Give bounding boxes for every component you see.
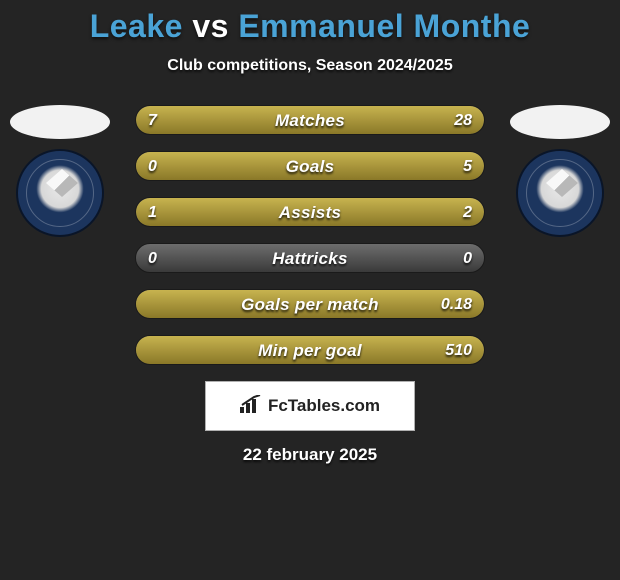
page-title: Leake vs Emmanuel Monthe — [0, 0, 620, 45]
footer-brand-text: FcTables.com — [268, 396, 380, 416]
stat-label: Hattricks — [136, 244, 484, 273]
player1-name: Leake — [90, 8, 183, 44]
stats-bars: 728Matches 05Goals 12Assists 00Hattricks 0.1… — [135, 105, 485, 365]
stat-row: 12Assists — [135, 197, 485, 227]
stat-row: 0.18Goals per match — [135, 289, 485, 319]
footer-logo[interactable]: FcTables.com — [205, 381, 415, 431]
subtitle: Club competitions, Season 2024/2025 — [0, 57, 620, 75]
stat-row: 00Hattricks — [135, 243, 485, 273]
stat-row: 510Min per goal — [135, 335, 485, 365]
stat-row: 728Matches — [135, 105, 485, 135]
main: 728Matches 05Goals 12Assists 00Hattricks 0.1… — [0, 105, 620, 365]
stat-row: 05Goals — [135, 151, 485, 181]
stat-label: Goals per match — [136, 290, 484, 319]
player2-club-badge — [516, 149, 604, 237]
stat-label: Min per goal — [136, 336, 484, 365]
comparison-card: Leake vs Emmanuel Monthe Club competitio… — [0, 0, 620, 580]
chart-icon — [240, 395, 262, 418]
stat-label: Assists — [136, 198, 484, 227]
player1-avatar-placeholder — [10, 105, 110, 139]
player2-avatar-placeholder — [510, 105, 610, 139]
player1-column — [10, 105, 110, 237]
player2-name: Emmanuel Monthe — [238, 8, 530, 44]
title-vs: vs — [192, 8, 229, 44]
player1-club-badge — [16, 149, 104, 237]
date: 22 february 2025 — [0, 445, 620, 465]
stat-label: Goals — [136, 152, 484, 181]
stat-label: Matches — [136, 106, 484, 135]
player2-column — [510, 105, 610, 237]
